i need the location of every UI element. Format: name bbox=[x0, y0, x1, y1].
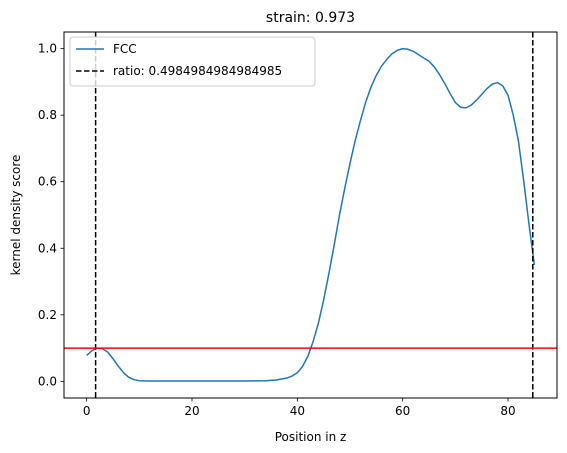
y-axis-label: kernel density score bbox=[9, 155, 23, 276]
y-tick-label: 0.0 bbox=[38, 374, 57, 388]
x-tick-label: 20 bbox=[184, 404, 199, 418]
x-tick-label: 80 bbox=[500, 404, 515, 418]
y-tick-label: 0.2 bbox=[38, 308, 57, 322]
chart-marks bbox=[64, 32, 557, 398]
chart-title: strain: 0.973 bbox=[266, 10, 355, 26]
legend-label-fcc: FCC bbox=[113, 42, 137, 56]
legend-label-ratio: ratio: 0.4984984984984985 bbox=[113, 64, 282, 78]
plot-background bbox=[64, 32, 557, 398]
y-tick-label: 0.4 bbox=[38, 241, 57, 255]
chart-axes: 0 20 40 60 80 0.0 0.2 0.4 0.6 0.8 1.0 bbox=[38, 42, 516, 418]
y-tick-label: 0.8 bbox=[38, 108, 57, 122]
legend: FCC ratio: 0.4984984984984985 bbox=[69, 36, 316, 87]
series-line-fcc bbox=[86, 47, 536, 382]
x-tick-label: 40 bbox=[290, 404, 305, 418]
x-tick-label: 0 bbox=[83, 404, 91, 418]
y-tick-label: 0.6 bbox=[38, 175, 57, 189]
y-tick-label: 1.0 bbox=[38, 42, 57, 56]
x-tick-label: 60 bbox=[395, 404, 410, 418]
legend-box bbox=[69, 36, 316, 87]
plot-frame bbox=[63, 31, 558, 399]
x-axis-label: Position in z bbox=[275, 430, 347, 444]
